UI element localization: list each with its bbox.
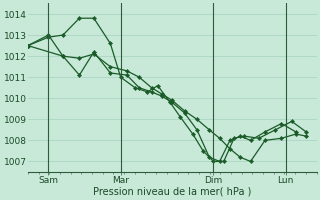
X-axis label: Pression niveau de la mer( hPa ): Pression niveau de la mer( hPa ) bbox=[93, 187, 252, 197]
